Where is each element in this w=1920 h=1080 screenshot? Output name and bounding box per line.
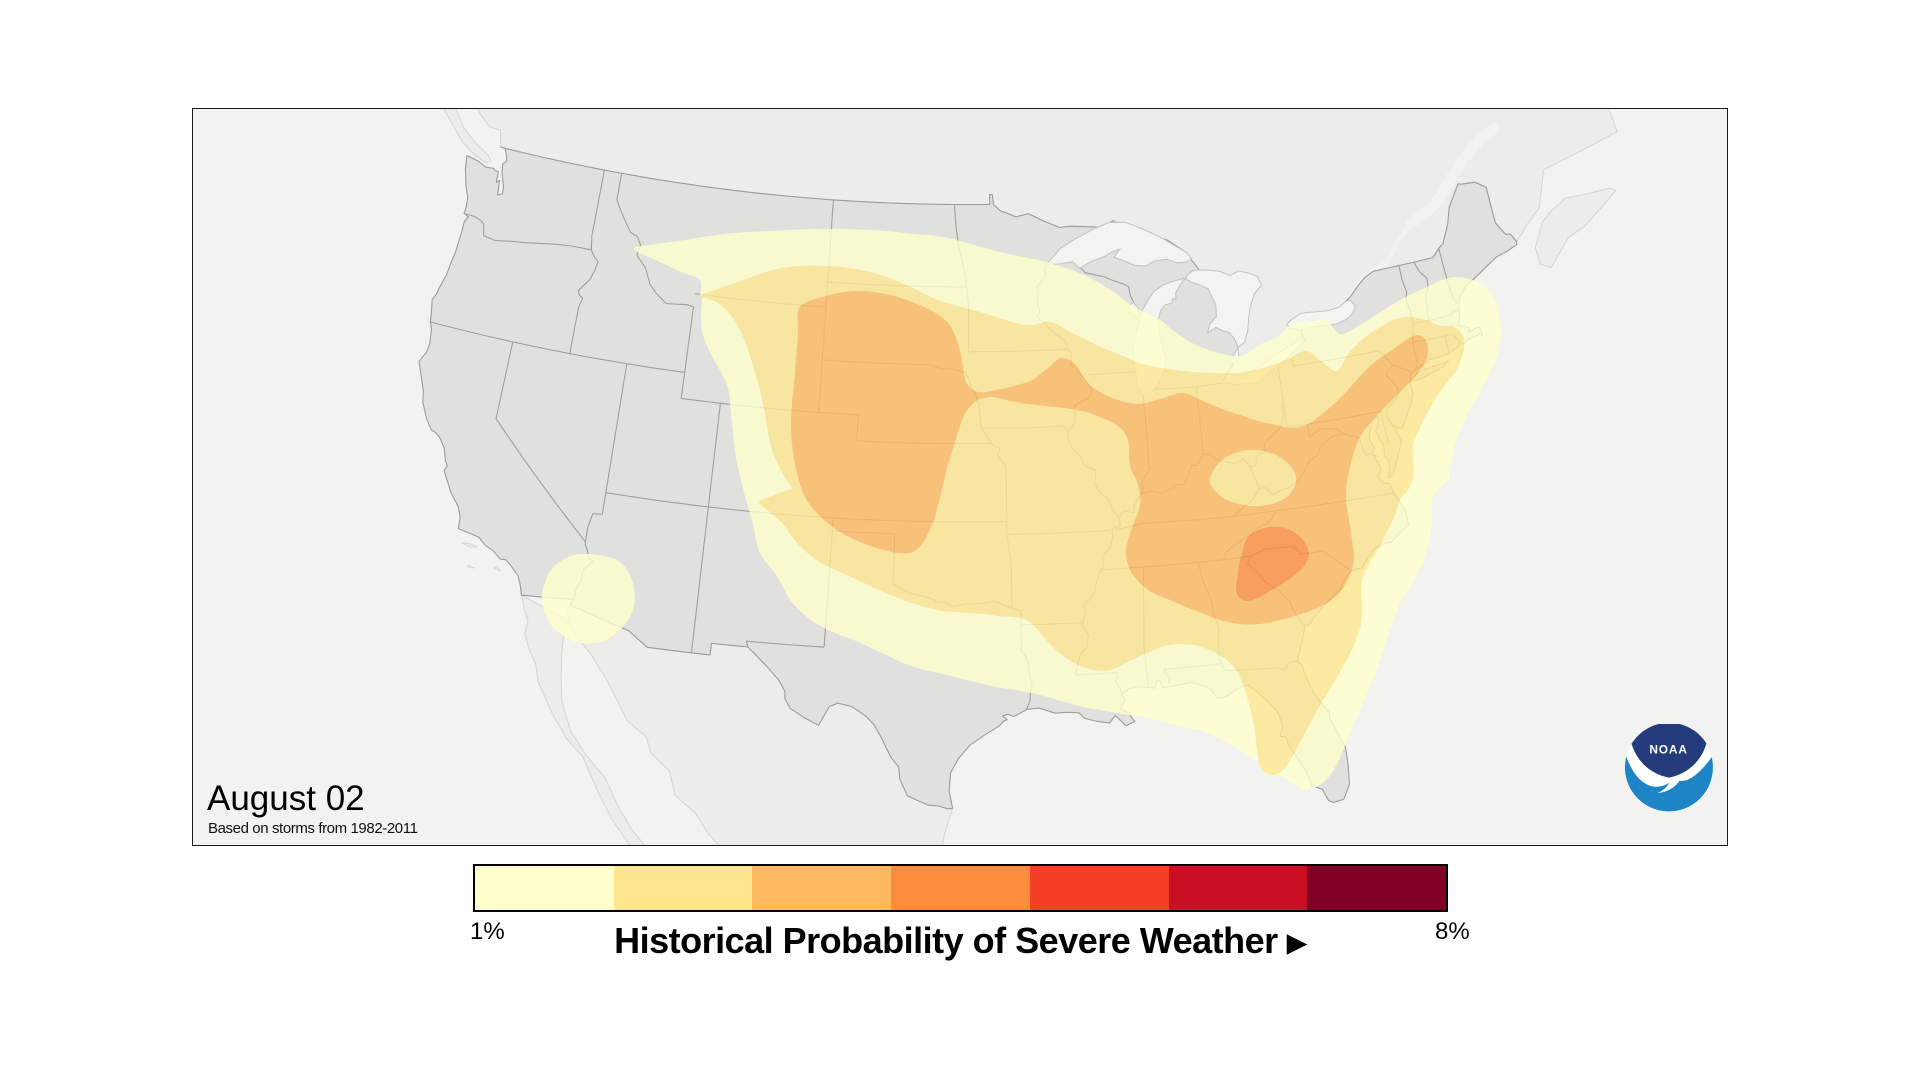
svg-text:NOAA: NOAA	[1649, 742, 1687, 756]
